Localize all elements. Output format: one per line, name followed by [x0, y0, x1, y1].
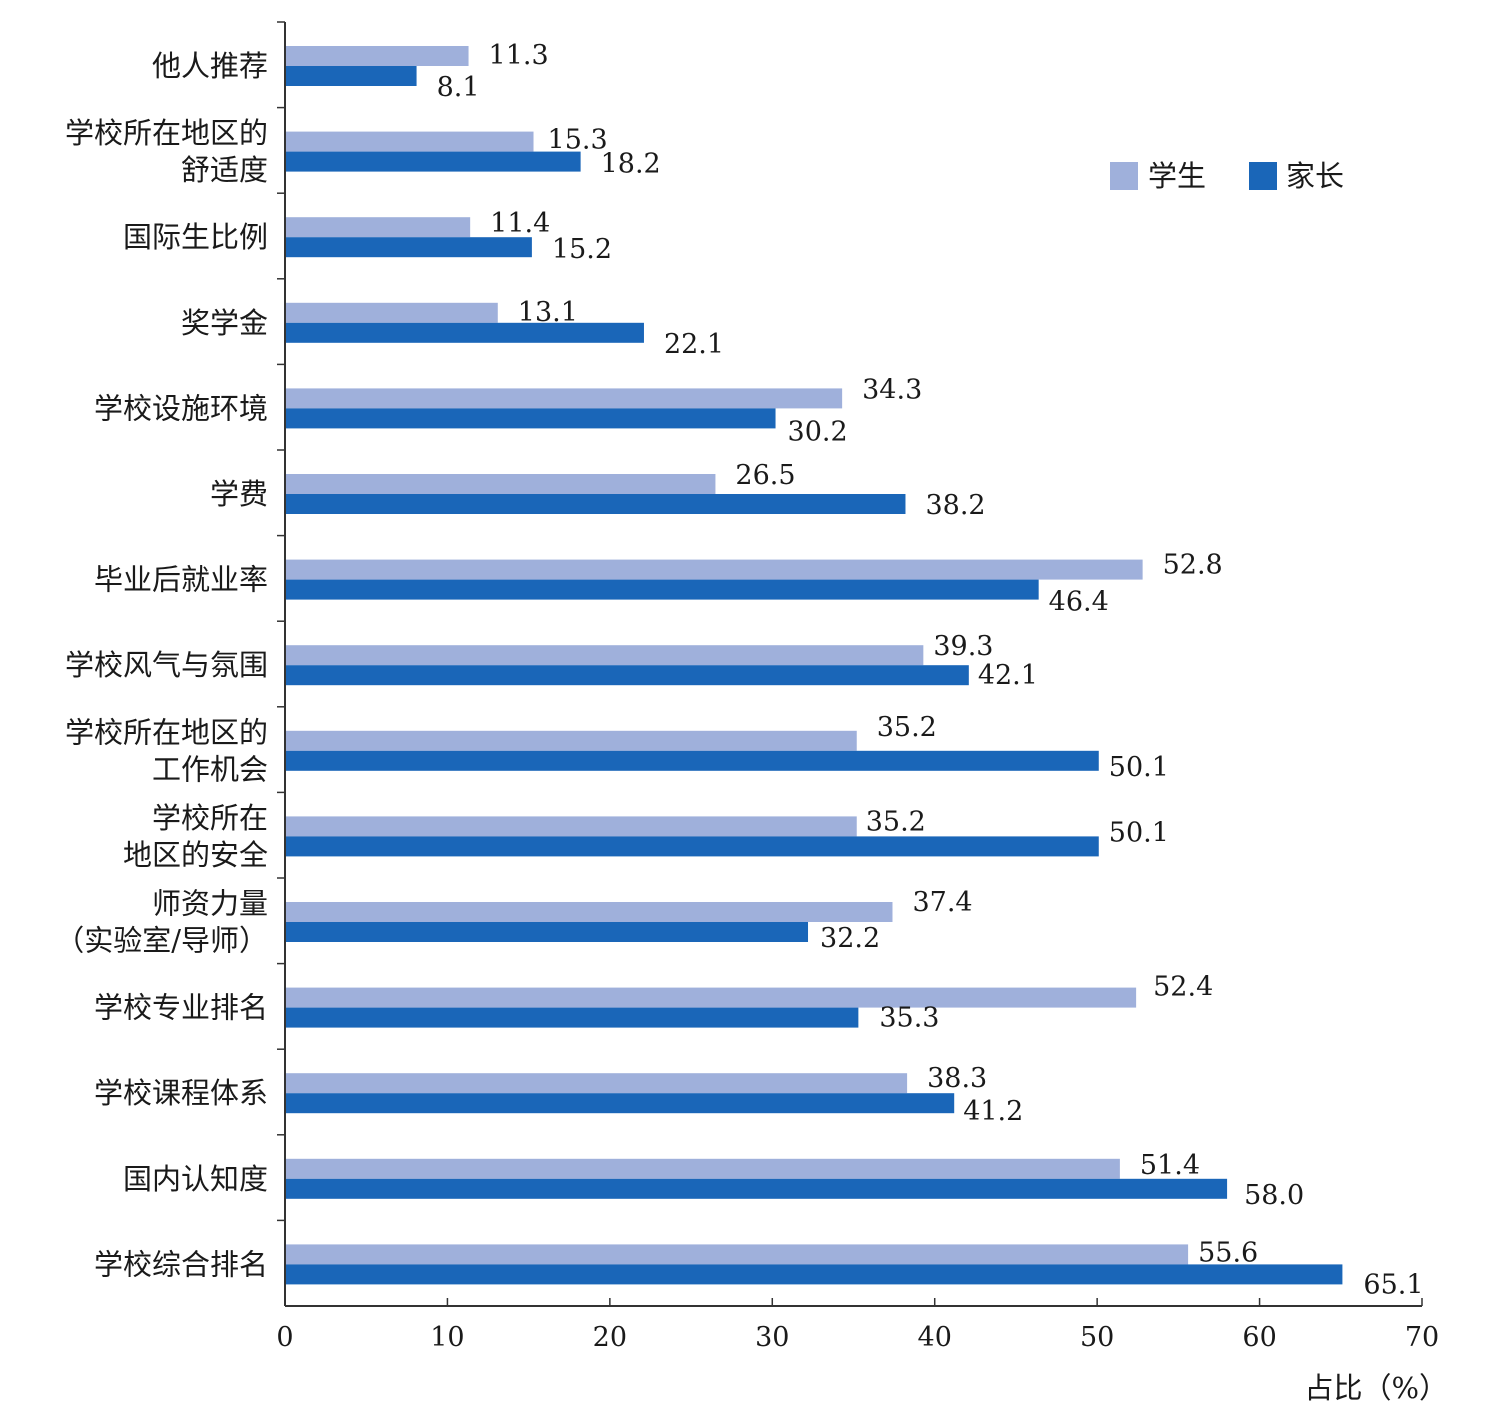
category-label-0: 他人推荐: [152, 49, 268, 83]
value-label-家长-7: 42.1: [978, 660, 1038, 691]
bar-学生-14: [285, 1244, 1189, 1265]
category-label-11: 学校专业排名: [94, 991, 268, 1025]
value-label-学生-8: 35.2: [877, 712, 937, 743]
x-tick-label-2: 20: [593, 1322, 627, 1353]
value-label-学生-14: 55.6: [1198, 1237, 1258, 1268]
category-label-2: 国际生比例: [123, 220, 268, 254]
bar-学生-5: [285, 474, 716, 494]
legend: 学生 家长: [1110, 159, 1344, 193]
value-label-家长-10: 32.2: [820, 923, 880, 954]
category-label-12: 学校课程体系: [94, 1076, 268, 1110]
value-label-学生-5: 26.5: [735, 460, 795, 491]
bar-家长-13: [285, 1178, 1228, 1199]
value-label-家长-3: 22.1: [664, 329, 724, 360]
bar-家长-10: [285, 922, 809, 942]
value-label-学生-0: 11.3: [489, 40, 549, 71]
category-label-7: 学校风气与氛围: [65, 648, 268, 682]
value-label-家长-12: 41.2: [963, 1096, 1023, 1127]
bar-学生-11: [285, 987, 1137, 1008]
value-label-学生-1: 15.3: [548, 125, 608, 156]
bar-家长-11: [285, 1007, 859, 1028]
category-label-13: 国内认知度: [123, 1162, 268, 1196]
category-label-1-line-0: 学校所在地区的: [65, 116, 268, 150]
bar-学生-0: [285, 46, 469, 66]
category-label-9-line-0: 学校所在: [152, 801, 268, 835]
bar-学生-10: [285, 902, 893, 922]
bar-学生-2: [285, 217, 471, 238]
value-label-家长-9: 50.1: [1109, 817, 1169, 848]
bar-学生-6: [285, 559, 1143, 580]
bar-学生-7: [285, 645, 924, 666]
bar-家长-14: [285, 1264, 1343, 1285]
value-label-学生-2: 11.4: [490, 208, 550, 239]
bar-学生-9: [285, 816, 857, 837]
value-label-学生-6: 52.8: [1163, 550, 1223, 581]
x-tick-label-1: 10: [430, 1322, 464, 1353]
value-label-家长-13: 58.0: [1244, 1180, 1304, 1211]
bar-学生-1: [285, 131, 534, 152]
value-label-学生-12: 38.3: [927, 1063, 987, 1094]
value-label-学生-11: 52.4: [1153, 972, 1213, 1003]
value-label-家长-1: 18.2: [601, 149, 661, 180]
bar-家长-1: [285, 151, 581, 172]
bar-家长-4: [285, 408, 776, 429]
category-label-14: 学校综合排名: [94, 1247, 268, 1281]
bar-学生-8: [285, 730, 857, 751]
bar-家长-3: [285, 322, 644, 343]
x-tick-label-6: 60: [1242, 1322, 1276, 1353]
bar-学生-4: [285, 388, 843, 409]
value-label-学生-13: 51.4: [1140, 1150, 1200, 1181]
bar-学生-13: [285, 1158, 1120, 1179]
value-label-学生-10: 37.4: [912, 887, 972, 918]
category-label-10-line-0: 师资力量: [152, 887, 268, 921]
bar-家长-0: [285, 66, 417, 86]
bar-家长-9: [285, 836, 1099, 857]
bar-家长-12: [285, 1093, 955, 1114]
value-label-家长-11: 35.3: [879, 1003, 939, 1034]
category-label-8-line-1: 工作机会: [152, 752, 268, 786]
value-label-家长-4: 30.2: [788, 416, 848, 447]
bar-家长-7: [285, 665, 969, 686]
labels-layer: 11.38.1他人推荐15.318.2学校所在地区的舒适度11.415.2国际生…: [55, 40, 1423, 1300]
x-tick-label-4: 40: [918, 1322, 952, 1353]
value-label-学生-4: 34.3: [862, 374, 922, 405]
value-label-学生-9: 35.2: [866, 806, 926, 837]
bar-学生-3: [285, 302, 498, 323]
bar-学生-12: [285, 1073, 908, 1094]
bar-家长-8: [285, 750, 1099, 771]
x-axis-title: 占比（%）: [1304, 1371, 1448, 1405]
x-tick-label-3: 30: [755, 1322, 789, 1353]
category-label-3: 奖学金: [181, 306, 268, 340]
x-tick-label-5: 50: [1080, 1322, 1114, 1353]
value-label-学生-7: 39.3: [933, 631, 993, 662]
value-label-家长-8: 50.1: [1109, 752, 1169, 783]
x-tick-label-7: 70: [1405, 1322, 1439, 1353]
category-label-8-line-0: 学校所在地区的: [65, 715, 268, 749]
legend-swatch-家长: [1249, 162, 1277, 190]
axes-layer: 0 10 20 30 40 50 60 70: [276, 21, 1439, 1353]
legend-swatch-学生: [1110, 162, 1138, 190]
category-label-6: 毕业后就业率: [94, 563, 268, 597]
category-label-5: 学费: [210, 477, 268, 511]
legend-label-学生: 学生: [1148, 159, 1206, 193]
value-label-学生-3: 13.1: [518, 297, 578, 328]
category-label-4: 学校设施环境: [94, 391, 268, 425]
legend-label-家长: 家长: [1286, 159, 1344, 193]
value-label-家长-5: 38.2: [925, 490, 985, 521]
value-label-家长-2: 15.2: [552, 234, 612, 265]
value-label-家长-14: 65.1: [1363, 1269, 1423, 1300]
bars-layer: [285, 46, 1343, 1285]
x-tick-label-0: 0: [276, 1322, 293, 1353]
bar-家长-2: [285, 237, 532, 258]
bar-家长-6: [285, 579, 1039, 600]
value-label-家长-6: 46.4: [1049, 587, 1109, 618]
category-label-10-line-1: （实验室/导师）: [55, 924, 268, 958]
category-label-1-line-1: 舒适度: [181, 153, 268, 187]
bar-家长-5: [285, 494, 906, 514]
value-label-家长-0: 8.1: [437, 72, 480, 103]
category-label-9-line-1: 地区的安全: [123, 838, 268, 872]
